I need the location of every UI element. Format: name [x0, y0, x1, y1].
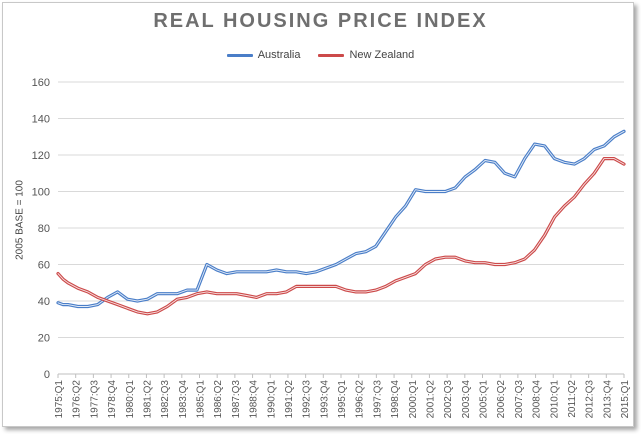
- y-tick-label: 160: [32, 77, 50, 89]
- series-line-new-zealand: [56, 157, 626, 316]
- y-tick-label: 20: [38, 333, 50, 345]
- x-tick-label: 1992:Q3: [302, 380, 313, 419]
- x-tick-label: 2001:Q2: [425, 380, 436, 419]
- legend-item-new-zealand: New Zealand: [318, 49, 414, 61]
- x-tick-label: 2005:Q1: [479, 380, 490, 419]
- x-tick-label: 1978:Q4: [107, 380, 118, 419]
- legend-swatch-new-zealand: [318, 53, 345, 57]
- x-tick-label: 2011:Q2: [567, 380, 578, 418]
- y-tick-label: 40: [38, 296, 50, 308]
- x-tick-label: 1975:Q1: [54, 380, 65, 419]
- x-tick-label: 2006:Q2: [496, 380, 507, 419]
- x-tick-label: 1990:Q1: [266, 380, 277, 419]
- series-line-australia: [56, 129, 626, 309]
- x-tick-label: 1980:Q1: [125, 380, 136, 419]
- y-tick-label: 0: [44, 369, 50, 381]
- x-tick-label: 1996:Q2: [355, 380, 366, 419]
- x-tick-label: 1993:Q4: [319, 380, 330, 419]
- x-tick-label: 1991:Q2: [284, 380, 295, 419]
- chart-frame: [2, 2, 634, 427]
- y-tick-label: 60: [38, 260, 50, 272]
- x-tick-label: 1985:Q1: [196, 380, 207, 419]
- x-tick-label: 1987:Q3: [231, 380, 242, 419]
- legend-item-australia: Australia: [226, 49, 301, 61]
- x-tick-label: 1986:Q2: [213, 380, 224, 419]
- x-tick-label: 2015:Q1: [620, 380, 631, 419]
- x-tick-label: 1995:Q1: [337, 380, 348, 419]
- x-tick-label: 1998:Q4: [390, 380, 401, 419]
- series-highlight-new-zealand: [57, 158, 625, 315]
- y-tick-label: 140: [32, 114, 50, 126]
- x-tick-label: 2000:Q1: [408, 380, 419, 419]
- legend-swatch-australia: [226, 53, 253, 57]
- x-tick-label: 2008:Q4: [532, 380, 543, 419]
- x-tick-label: 2002:Q3: [443, 380, 454, 419]
- x-tick-label: 2010:Q1: [549, 380, 560, 419]
- y-tick-label: 100: [32, 187, 50, 199]
- x-tick-label: 1977:Q3: [89, 380, 100, 419]
- legend-label-new-zealand: New Zealand: [349, 49, 415, 61]
- x-tick-label: 1997:Q3: [372, 380, 383, 419]
- x-tick-label: 1982:Q3: [160, 380, 171, 419]
- chart-title: REAL HOUSING PRICE INDEX: [153, 10, 488, 32]
- x-tick-label: 1988:Q4: [249, 380, 260, 419]
- x-tick-label: 2003:Q4: [461, 380, 472, 419]
- x-tick-label: 1976:Q2: [72, 380, 83, 419]
- chart-legend: Australia New Zealand: [0, 49, 641, 61]
- x-tick-label: 1981:Q2: [142, 380, 153, 419]
- x-tick-label: 2007:Q3: [514, 380, 525, 419]
- y-tick-label: 80: [38, 223, 50, 235]
- legend-label-australia: Australia: [257, 49, 301, 61]
- x-tick-label: 2012:Q3: [585, 380, 596, 419]
- x-tick-label: 1983:Q4: [178, 380, 189, 419]
- y-tick-label: 120: [32, 150, 50, 162]
- x-tick-label: 2013:Q4: [602, 380, 613, 419]
- series-highlight-australia: [57, 130, 625, 307]
